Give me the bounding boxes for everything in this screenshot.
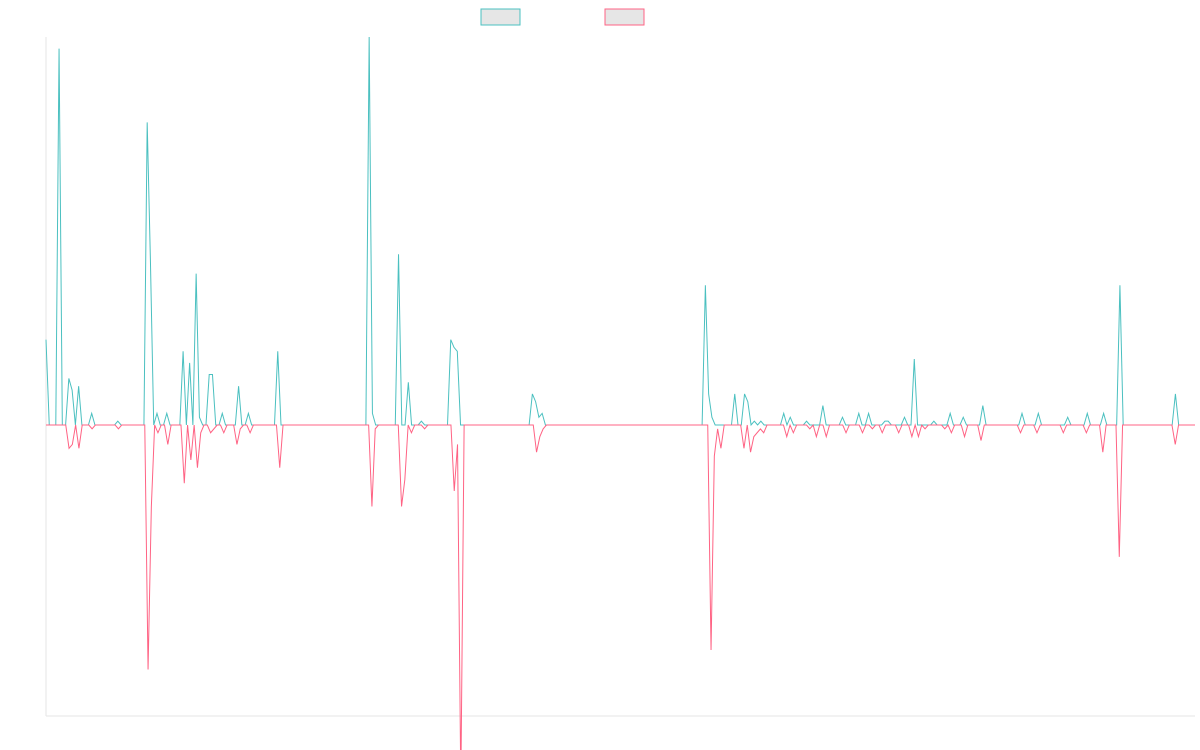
legend bbox=[480, 8, 645, 26]
legend-swatch-1[interactable] bbox=[480, 8, 521, 26]
series-layer bbox=[45, 36, 1195, 750]
legend-swatch-2[interactable] bbox=[604, 8, 645, 26]
series-line-2 bbox=[46, 423, 1195, 750]
series-line-1 bbox=[45, 36, 1195, 427]
axes bbox=[45, 37, 1195, 717]
